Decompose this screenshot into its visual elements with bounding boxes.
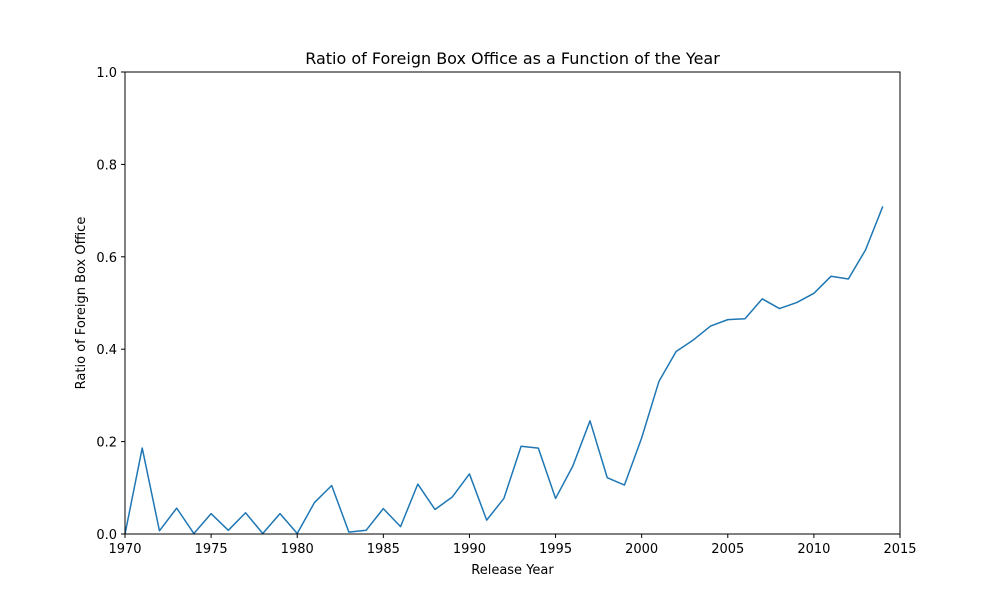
axes-frame: [124, 71, 901, 535]
x-tick-label: 1995: [539, 542, 572, 557]
x-tick-label: 1975: [195, 542, 228, 557]
x-tick-label: 1970: [108, 542, 141, 557]
plot-area: [124, 71, 901, 535]
x-tick-label: 2015: [883, 542, 916, 557]
x-tick-label: 1980: [281, 542, 314, 557]
y-tick-label: 0.6: [96, 251, 117, 266]
x-tick-label: 2010: [797, 542, 830, 557]
x-tick-label: 1985: [367, 542, 400, 557]
y-tick-label: 0.8: [96, 158, 117, 173]
x-tick-label: 2000: [625, 542, 658, 557]
x-axis: 1970 1975 1980 1985 1990 1995 2000 2005 2010 2015: [108, 534, 917, 557]
y-tick-label: 0.0: [96, 528, 117, 543]
series-line: [124, 206, 884, 535]
y-axis: 0.0 0.2 0.4 0.6 0.8 1.0: [96, 66, 125, 543]
x-axis-label: Release Year: [471, 563, 554, 578]
y-tick-label: 0.2: [96, 436, 117, 451]
chart-title: Ratio of Foreign Box Office as a Functio…: [305, 49, 720, 68]
y-tick-label: 1.0: [96, 66, 117, 81]
y-tick-label: 0.4: [96, 343, 117, 358]
x-tick-label: 2005: [711, 542, 744, 557]
y-axis-label: Ratio of Foreign Box Office: [74, 217, 89, 390]
x-tick-label: 1990: [453, 542, 486, 557]
